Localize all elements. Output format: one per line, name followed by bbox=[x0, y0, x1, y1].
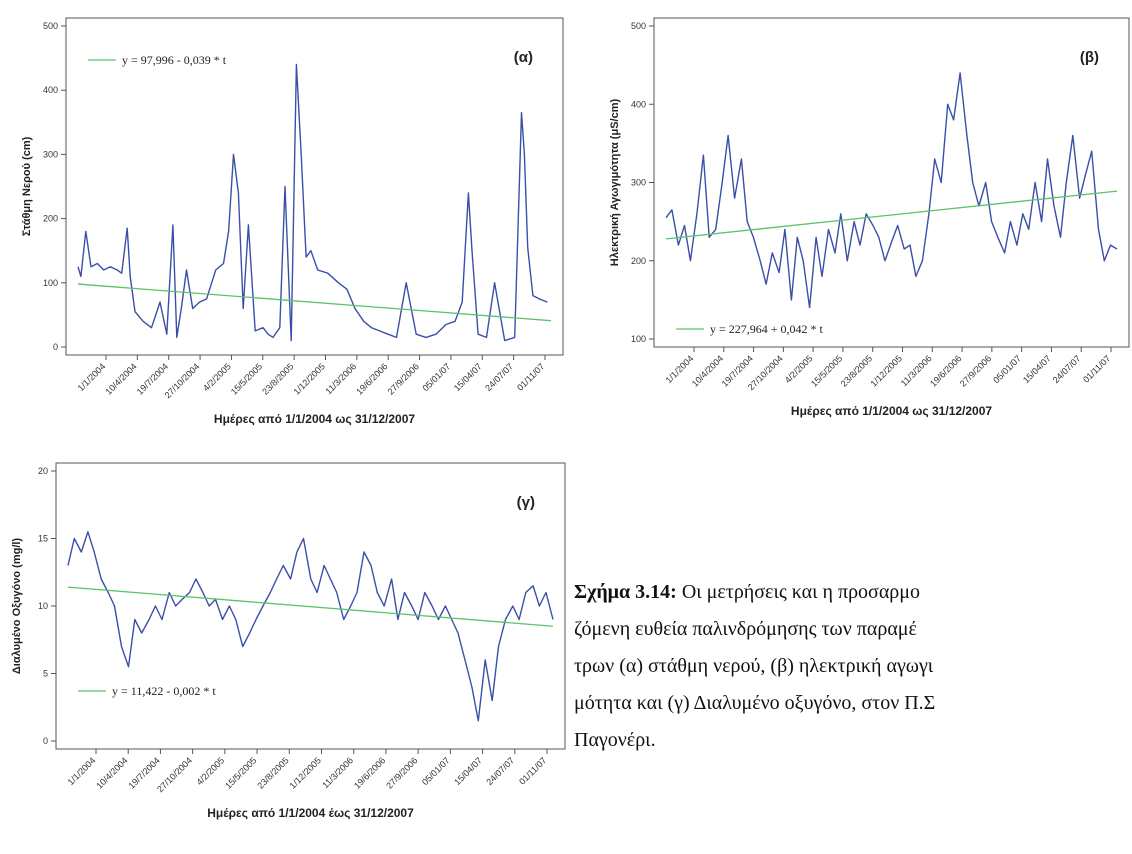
y-tick-label: 400 bbox=[43, 85, 58, 95]
y-axis-label: Ηλεκτρική Αγωγιμότητα (μS/cm) bbox=[609, 98, 621, 266]
x-tick-label: 15/04/07 bbox=[1021, 353, 1053, 385]
caption-line-5: Παγονέρι. bbox=[574, 729, 656, 751]
plot-frame bbox=[65, 17, 564, 356]
data-series-line bbox=[67, 531, 554, 722]
x-tick-label: 24/07/07 bbox=[484, 755, 516, 787]
x-tick-label: 4/2/2005 bbox=[194, 755, 226, 787]
x-tick-label: 27/10/2004 bbox=[155, 755, 194, 794]
chart-panel-gamma: 0 5 10 15 20 1/1/2004 10/4/2004 19/7/2004 27/10/… bbox=[11, 462, 566, 820]
x-tick-label: 1/12/2005 bbox=[869, 353, 904, 388]
caption-lead: Σχήμα 3.14: bbox=[574, 581, 677, 603]
caption-line-3: τρων (α) στάθμη νερού, (β) ηλεκτρική αγω… bbox=[574, 655, 934, 677]
x-tick-label: 23/8/2005 bbox=[839, 353, 874, 388]
chart-panel-beta: 100 200 300 400 500 1/1/2004 10/4/2004 19/7/200… bbox=[609, 17, 1130, 418]
regression-equation: y = 97,996 - 0,039 * t bbox=[122, 53, 227, 67]
panel-label: (α) bbox=[514, 49, 533, 66]
regression-line bbox=[67, 586, 554, 627]
panel-label: (β) bbox=[1080, 49, 1099, 66]
x-tick-label: 27/9/2006 bbox=[384, 755, 419, 790]
x-tick-label: 01/11/07 bbox=[517, 755, 548, 786]
x-tick-label: 10/4/2004 bbox=[94, 755, 129, 790]
chart-alpha-svg: 01002003004005001/1/200410/4/200419/7/20… bbox=[21, 17, 564, 426]
y-tick-label: 500 bbox=[43, 21, 58, 31]
y-tick-label: 10 bbox=[38, 601, 48, 611]
figure-caption: Σχήμα 3.14: Οι μετρήσεις και η προσαρμο … bbox=[574, 574, 1126, 759]
caption-line-2: ζόμενη ευθεία παλινδρόμησης των παραμέ bbox=[574, 618, 917, 640]
regression-line bbox=[77, 283, 552, 322]
y-tick-label: 20 bbox=[38, 466, 48, 476]
y-tick-label: 15 bbox=[38, 534, 48, 544]
x-tick-label: 24/07/07 bbox=[1051, 353, 1083, 385]
x-tick-label: 05/01/07 bbox=[420, 755, 452, 787]
y-tick-label: 200 bbox=[43, 214, 58, 224]
x-tick-label: 01/11/07 bbox=[1081, 353, 1112, 384]
caption-line-4: μότητα και (γ) Διαλυμένο οξυγόνο, στον Π… bbox=[574, 692, 936, 714]
x-tick-label: 23/8/2005 bbox=[255, 755, 290, 790]
panel-label: (γ) bbox=[517, 494, 535, 511]
data-series-line bbox=[665, 72, 1118, 309]
x-tick-label: 10/4/2004 bbox=[690, 353, 725, 388]
caption-line-1: Οι μετρήσεις και η προσαρμο bbox=[676, 581, 921, 603]
x-tick-label: 19/6/2006 bbox=[352, 755, 387, 790]
chart-beta-svg: 1002003004005001/1/200410/4/200419/7/200… bbox=[609, 17, 1130, 418]
y-axis-label: Διαλυμένο Οξυγόνο (mg/l) bbox=[11, 538, 23, 675]
plot-frame bbox=[55, 462, 566, 750]
x-tick-label: 1/1/2004 bbox=[66, 755, 98, 787]
x-tick-label: 15/5/2005 bbox=[809, 353, 844, 388]
data-series-line bbox=[77, 63, 548, 342]
y-tick-label: 0 bbox=[53, 342, 58, 352]
y-tick-label: 5 bbox=[43, 669, 48, 679]
regression-equation: y = 227,964 + 0,042 * t bbox=[710, 322, 824, 336]
x-tick-label: 15/5/2005 bbox=[223, 755, 258, 790]
x-axis-label: Ημέρες από 1/1/2004 ως 31/12/2007 bbox=[214, 412, 415, 426]
y-tick-label: 100 bbox=[43, 278, 58, 288]
y-tick-label: 500 bbox=[631, 21, 646, 31]
x-tick-label: 15/04/07 bbox=[452, 755, 484, 787]
y-tick-label: 400 bbox=[631, 99, 646, 109]
chart-gamma-svg: 051015201/1/200410/4/200419/7/200427/10/… bbox=[11, 462, 566, 820]
x-axis-label: Ημέρες από 1/1/2004 ως 31/12/2007 bbox=[791, 404, 992, 418]
regression-line bbox=[665, 190, 1118, 240]
x-tick-label: 1/12/2005 bbox=[288, 755, 323, 790]
x-tick-label: 27/9/2006 bbox=[958, 353, 993, 388]
x-tick-label: 05/01/07 bbox=[991, 353, 1023, 385]
y-tick-label: 100 bbox=[631, 334, 646, 344]
y-tick-label: 0 bbox=[43, 736, 48, 746]
chart-panel-alpha: 0 100 200 300 400 500 1/1/2004 10/4/2004 19/7/20… bbox=[0, 0, 566, 432]
plot-frame bbox=[653, 17, 1130, 348]
y-axis-label: Στάθμη Νερού (cm) bbox=[21, 136, 33, 236]
x-axis-label: Ημέρες από 1/1/2004 έως 31/12/2007 bbox=[207, 806, 414, 820]
x-tick-label: 19/6/2006 bbox=[928, 353, 963, 388]
y-tick-label: 300 bbox=[631, 178, 646, 188]
regression-equation: y = 11,422 - 0,002 * t bbox=[112, 684, 216, 698]
x-tick-label: 11/3/2006 bbox=[320, 755, 355, 790]
y-tick-label: 300 bbox=[43, 149, 58, 159]
y-tick-label: 200 bbox=[631, 256, 646, 266]
